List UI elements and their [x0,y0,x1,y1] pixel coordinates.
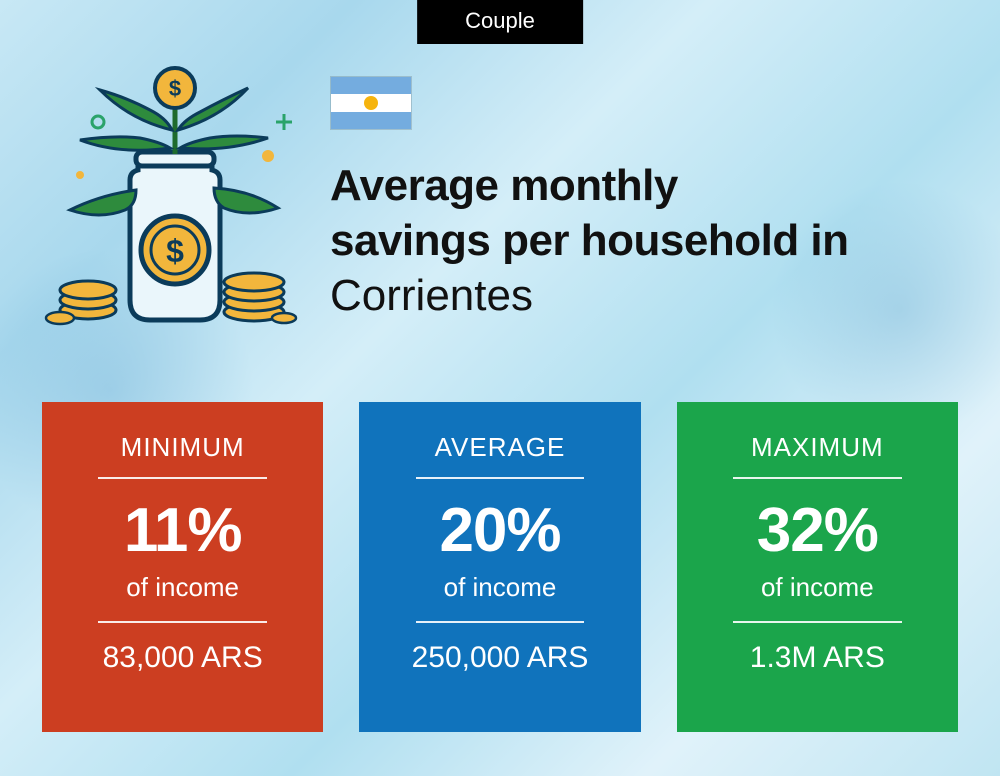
divider [98,477,267,479]
argentina-flag-icon [330,76,412,130]
jar-icon: $ [130,152,220,320]
savings-illustration: $ $ [40,60,300,330]
sparkle-icon [92,116,104,128]
svg-text:$: $ [169,76,181,101]
card-percent: 32% [757,495,878,566]
card-amount: 83,000 ARS [103,641,263,675]
sparkle-icon [276,114,292,130]
divider [733,621,902,623]
card-percent: 20% [439,495,560,566]
title-location: Corrientes [330,268,960,323]
sparkle-icon [262,150,274,162]
stat-cards: MINIMUM 11% of income 83,000 ARS AVERAGE… [42,402,958,732]
card-label: MAXIMUM [751,432,884,463]
card-label: AVERAGE [435,432,566,463]
card-of-text: of income [761,572,874,603]
card-minimum: MINIMUM 11% of income 83,000 ARS [42,402,323,732]
card-amount: 250,000 ARS [412,641,589,675]
card-of-text: of income [444,572,557,603]
divider [416,621,585,623]
card-percent: 11% [124,495,242,566]
title-line-2: savings per household in [330,213,960,268]
coin-stack-left-icon [46,281,116,324]
coin-stack-right-icon [224,273,296,323]
category-tab: Couple [417,0,583,44]
sparkle-icon [76,171,84,179]
title-block: Average monthly savings per household in… [330,60,960,323]
divider [416,477,585,479]
divider [733,477,902,479]
card-average: AVERAGE 20% of income 250,000 ARS [359,402,640,732]
card-amount: 1.3M ARS [750,641,885,675]
divider [98,621,267,623]
svg-text:$: $ [166,233,184,269]
title-line-1: Average monthly [330,158,960,213]
card-label: MINIMUM [121,432,245,463]
card-maximum: MAXIMUM 32% of income 1.3M ARS [677,402,958,732]
header: $ $ [40,60,960,330]
card-of-text: of income [126,572,239,603]
